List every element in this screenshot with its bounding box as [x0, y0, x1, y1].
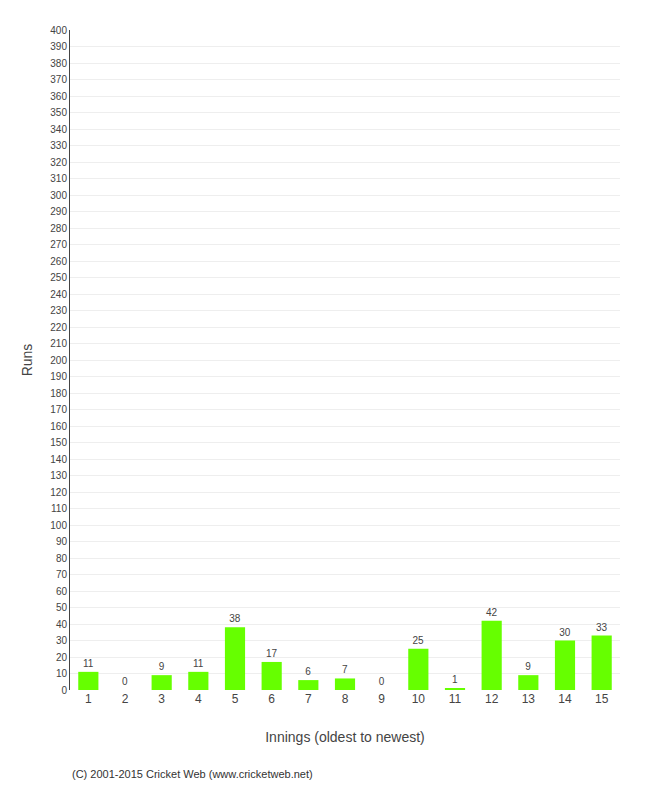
svg-text:5: 5 [232, 692, 239, 706]
svg-text:400: 400 [50, 25, 67, 36]
svg-text:20: 20 [56, 652, 68, 663]
svg-text:11: 11 [83, 658, 94, 669]
svg-text:Runs: Runs [19, 344, 35, 377]
svg-text:25: 25 [413, 635, 425, 646]
svg-text:60: 60 [56, 586, 68, 597]
svg-text:90: 90 [56, 536, 68, 547]
svg-text:38: 38 [229, 613, 241, 624]
svg-text:180: 180 [50, 388, 67, 399]
svg-text:200: 200 [50, 355, 67, 366]
svg-text:12: 12 [485, 692, 499, 706]
svg-text:360: 360 [50, 91, 67, 102]
svg-text:(C) 2001-2015 Cricket Web (www: (C) 2001-2015 Cricket Web (www.cricketwe… [72, 768, 313, 780]
svg-text:250: 250 [50, 272, 67, 283]
svg-text:3: 3 [158, 692, 165, 706]
svg-text:130: 130 [50, 470, 67, 481]
svg-text:150: 150 [50, 437, 67, 448]
svg-text:8: 8 [342, 692, 349, 706]
svg-text:370: 370 [50, 74, 67, 85]
svg-text:320: 320 [50, 157, 67, 168]
svg-text:0: 0 [122, 676, 128, 687]
svg-text:380: 380 [50, 58, 67, 69]
svg-text:260: 260 [50, 256, 67, 267]
svg-text:120: 120 [50, 487, 67, 498]
svg-text:100: 100 [50, 520, 67, 531]
svg-text:1: 1 [452, 674, 458, 685]
svg-text:300: 300 [50, 190, 67, 201]
svg-text:30: 30 [559, 627, 571, 638]
svg-text:190: 190 [50, 371, 67, 382]
svg-text:10: 10 [412, 692, 426, 706]
svg-text:240: 240 [50, 289, 67, 300]
svg-text:280: 280 [50, 223, 67, 234]
svg-text:33: 33 [596, 622, 608, 633]
svg-text:330: 330 [50, 140, 67, 151]
svg-text:390: 390 [50, 41, 67, 52]
svg-text:1: 1 [85, 692, 92, 706]
svg-text:30: 30 [56, 635, 68, 646]
svg-text:140: 140 [50, 454, 67, 465]
svg-text:9: 9 [159, 661, 165, 672]
svg-text:210: 210 [50, 338, 67, 349]
svg-text:160: 160 [50, 421, 67, 432]
svg-text:230: 230 [50, 305, 67, 316]
svg-text:11: 11 [193, 658, 204, 669]
svg-text:220: 220 [50, 322, 67, 333]
svg-text:7: 7 [305, 692, 312, 706]
svg-text:310: 310 [50, 173, 67, 184]
svg-text:Innings (oldest to newest): Innings (oldest to newest) [265, 729, 425, 745]
svg-text:6: 6 [268, 692, 275, 706]
svg-text:340: 340 [50, 124, 67, 135]
svg-text:50: 50 [56, 602, 68, 613]
svg-text:42: 42 [486, 607, 498, 618]
svg-text:4: 4 [195, 692, 202, 706]
svg-text:170: 170 [50, 404, 67, 415]
svg-text:14: 14 [558, 692, 572, 706]
svg-text:0: 0 [379, 676, 385, 687]
svg-text:40: 40 [56, 619, 68, 630]
svg-text:15: 15 [595, 692, 609, 706]
svg-text:70: 70 [56, 569, 68, 580]
svg-text:6: 6 [305, 666, 311, 677]
svg-text:270: 270 [50, 239, 67, 250]
svg-text:80: 80 [56, 553, 68, 564]
svg-text:10: 10 [56, 668, 68, 679]
svg-text:350: 350 [50, 107, 67, 118]
svg-text:7: 7 [342, 664, 348, 675]
svg-text:110: 110 [51, 503, 67, 514]
svg-text:9: 9 [378, 692, 385, 706]
svg-text:17: 17 [266, 648, 278, 659]
svg-text:2: 2 [122, 692, 129, 706]
svg-text:11: 11 [449, 692, 462, 706]
svg-text:0: 0 [61, 685, 67, 696]
svg-text:13: 13 [522, 692, 536, 706]
svg-text:290: 290 [50, 206, 67, 217]
svg-text:9: 9 [525, 661, 531, 672]
